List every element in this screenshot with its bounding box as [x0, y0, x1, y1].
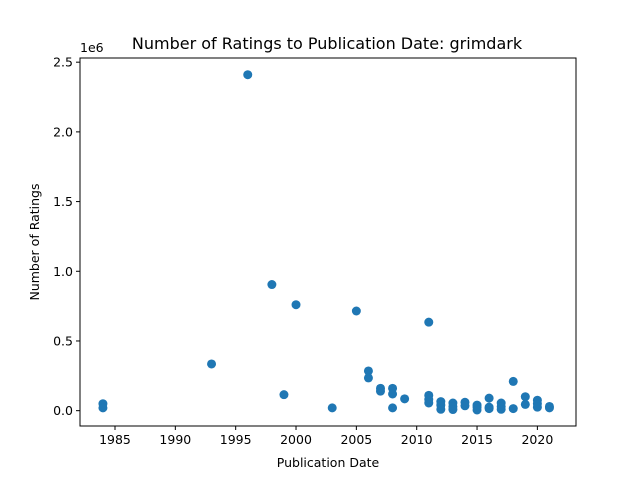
y-axis: 0.0 0.5 1.0 1.5 2.0 2.5	[53, 55, 80, 418]
axes-frame	[79, 57, 577, 427]
chart-title: Number of Ratings to Publication Date: g…	[132, 34, 523, 53]
scatter-point	[400, 394, 410, 404]
scatter-point	[484, 404, 494, 414]
x-tick-label: 2000	[280, 432, 312, 447]
y-tick-label: 1.5	[53, 194, 73, 209]
x-tick-label: 2015	[461, 432, 493, 447]
y-tick-label: 0.5	[53, 333, 73, 348]
scatter-point	[243, 70, 253, 80]
scatter-point	[448, 405, 458, 415]
data-points	[98, 70, 554, 415]
y-axis-label: Number of Ratings	[27, 183, 42, 300]
scatter-point	[508, 376, 518, 386]
scatter-point	[424, 317, 434, 327]
x-tick-label: 2010	[401, 432, 433, 447]
scatter-point	[363, 366, 373, 376]
scatter-point	[496, 404, 506, 414]
scatter-point	[472, 405, 482, 415]
y-tick-label: 1.0	[53, 264, 73, 279]
scatter-point	[532, 402, 542, 412]
y-tick-label: 0.0	[53, 403, 73, 418]
scatter-point	[375, 386, 385, 396]
scatter-point	[351, 306, 361, 316]
scatter-point	[267, 280, 277, 290]
scatter-point	[388, 389, 398, 399]
x-tick-label: 1985	[99, 432, 131, 447]
scatter-point	[520, 399, 530, 409]
scatter-point	[484, 393, 494, 403]
y-tick-label: 2.5	[53, 55, 73, 70]
scatter-point	[279, 390, 289, 400]
scatter-point	[436, 404, 446, 414]
scatter-point	[508, 404, 518, 414]
scatter-point	[388, 403, 398, 413]
scatter-point	[327, 403, 337, 413]
scatter-point	[460, 401, 470, 411]
scatter-point	[363, 373, 373, 383]
scatter-point	[520, 392, 530, 402]
scatter-point	[98, 403, 108, 413]
scatter-point	[544, 403, 554, 413]
x-tick-label: 1995	[220, 432, 252, 447]
x-tick-label: 2020	[521, 432, 553, 447]
x-axis-label: Publication Date	[277, 455, 380, 470]
x-tick-label: 2005	[340, 432, 372, 447]
scatter-point	[291, 300, 301, 310]
y-tick-label: 2.0	[53, 124, 73, 139]
x-tick-label: 1990	[159, 432, 191, 447]
scatter-point	[424, 398, 434, 408]
scatter-point	[207, 359, 217, 369]
y-offset-text: 1e6	[80, 40, 104, 55]
x-axis: 1985 1990 1995 2000 2005 2010 2015 2020	[99, 426, 553, 447]
